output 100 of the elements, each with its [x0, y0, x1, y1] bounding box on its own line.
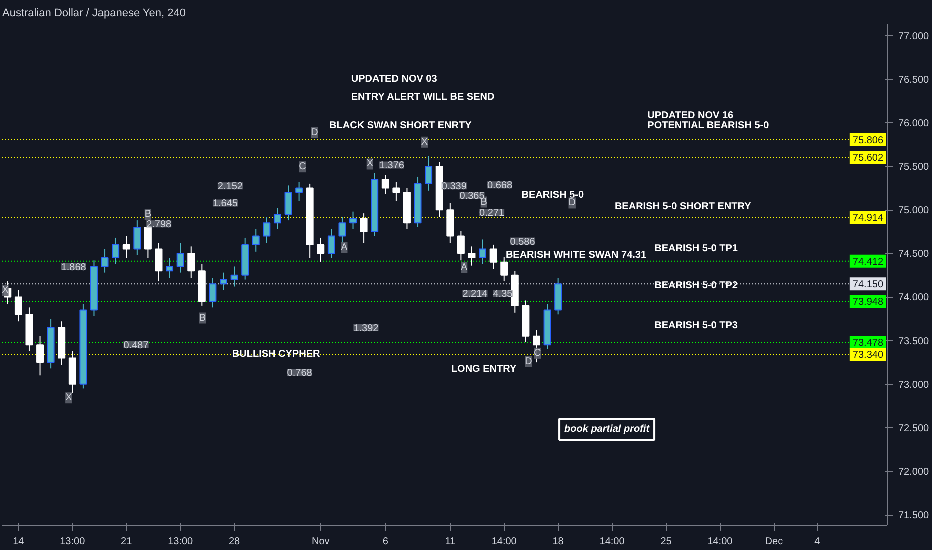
x-tick-label: 14:00	[708, 536, 734, 548]
annotation: BEARISH 5-0 TP1	[654, 243, 738, 254]
x-tick-label: 4	[814, 536, 821, 548]
x-tick-label: 25	[660, 536, 672, 548]
x-tick-label: 14:00	[600, 536, 626, 548]
annotation: D	[311, 127, 318, 138]
annotation: A	[341, 242, 348, 254]
y-tick-label: 72.000	[898, 466, 930, 478]
y-tick-label: 75.500	[898, 162, 930, 174]
annotation: B	[199, 312, 206, 324]
y-tick-label: 75.000	[898, 206, 930, 217]
candlestick	[500, 256, 508, 282]
candlestick	[350, 211, 357, 230]
candlestick	[230, 266, 238, 288]
annotation: 1.392	[354, 323, 380, 334]
annotation: 4.35	[493, 289, 514, 300]
ref-line-label: 75.602	[852, 153, 884, 164]
candlestick	[328, 228, 336, 259]
annotation: A	[460, 262, 468, 274]
y-tick-label: 73.000	[898, 380, 930, 391]
x-tick-label: 28	[228, 536, 241, 548]
chart-title: Australian Dollar / Japanese Yen, 240	[2, 8, 186, 20]
candlestick	[425, 156, 433, 192]
ref-line-label: 73.948	[852, 297, 884, 308]
candlestick	[392, 182, 400, 202]
x-tick-label: 14:00	[492, 536, 518, 548]
ref-line-label: 74.914	[852, 213, 884, 224]
y-tick-label: 71.500	[898, 510, 930, 522]
x-tick-label: Nov	[312, 536, 330, 548]
annotation: BEARISH 5-0 TP3	[654, 320, 738, 332]
candlestick	[166, 258, 174, 279]
y-tick-label: 77.000	[898, 31, 930, 42]
candlestick	[112, 237, 120, 265]
annotation: C	[534, 348, 542, 359]
annotation: ENTRY ALERT WILL BE SEND	[351, 92, 495, 104]
y-tick-label: 73.500	[898, 336, 930, 348]
annotation: book partial profit	[564, 424, 650, 435]
y-tick-label: 74.500	[898, 249, 930, 260]
candlestick	[14, 290, 22, 322]
candlestick	[382, 174, 390, 195]
annotation: X	[421, 136, 428, 148]
annotation: 0.271	[480, 208, 506, 220]
y-tick-label: 76.000	[898, 118, 930, 130]
candlestick	[209, 278, 217, 308]
ref-line-label: 75.806	[852, 135, 884, 146]
candlestick	[296, 182, 304, 202]
x-tick-label: 11	[445, 536, 456, 548]
candlestick	[317, 237, 325, 263]
annotation: 1.645	[212, 198, 238, 210]
candlestick	[490, 244, 498, 270]
candlestick	[188, 246, 196, 279]
candlestick	[468, 246, 476, 266]
annotation: BEARISH 5-0 SHORT ENTRY	[614, 202, 752, 213]
annotation: 0.339	[442, 182, 468, 193]
annotation: 0.586	[510, 236, 536, 248]
annotation: 1.376	[379, 160, 405, 172]
annotation: BLACK SWAN SHORT ENRTY	[330, 120, 472, 132]
annotation: POTENTIAL BEARISH 5-0	[648, 120, 770, 132]
candlestick	[122, 236, 130, 259]
candlestick	[155, 242, 163, 282]
annotation: BEARISH 5-0 TP2	[654, 280, 738, 292]
annotation: X	[2, 285, 10, 296]
annotation: UPDATED NOV 16	[648, 110, 734, 122]
candlestick	[101, 248, 109, 274]
x-tick-label: 21	[121, 536, 133, 548]
annotation: X	[66, 392, 73, 404]
annotation: UPDATED NOV 03	[351, 74, 438, 86]
y-tick-label: 74.000	[898, 292, 930, 304]
candlestick	[176, 242, 184, 274]
candlestick	[479, 239, 487, 265]
candlestick	[36, 336, 44, 376]
annotation: LONG ENTRY	[451, 364, 517, 376]
annotation: 0.487	[124, 340, 150, 352]
x-tick-label: 18	[552, 536, 564, 548]
ref-line-label: 74.150	[852, 280, 884, 291]
candlestick	[284, 185, 292, 222]
candlestick	[134, 220, 142, 256]
annotation: 2.214	[462, 289, 488, 300]
x-tick-label: 6	[382, 536, 389, 548]
annotation: 2.798	[146, 220, 172, 231]
ref-line-label: 73.478	[852, 338, 884, 350]
x-tick-label: Dec	[765, 536, 784, 548]
y-tick-label: 72.500	[898, 423, 930, 434]
x-tick-label: 14	[13, 536, 25, 548]
candlestick	[263, 216, 271, 244]
annotation: C	[299, 162, 306, 173]
annotation: D	[525, 356, 532, 368]
annotation: 0.668	[487, 180, 513, 192]
candlestick	[360, 213, 368, 244]
annotation: 0.768	[287, 368, 313, 379]
candlestick	[252, 228, 260, 252]
y-tick-label: 76.500	[898, 74, 930, 86]
annotation: BEARISH WHITE SWAN 74.31	[506, 250, 647, 262]
annotation: BULLISH CYPHER	[232, 348, 321, 360]
candlestick	[457, 230, 465, 262]
candlestick	[338, 216, 346, 244]
candlestick	[274, 208, 282, 230]
annotation: B	[144, 209, 152, 220]
x-tick-label: 13:00	[168, 536, 194, 548]
ref-line-label: 74.412	[852, 256, 884, 268]
